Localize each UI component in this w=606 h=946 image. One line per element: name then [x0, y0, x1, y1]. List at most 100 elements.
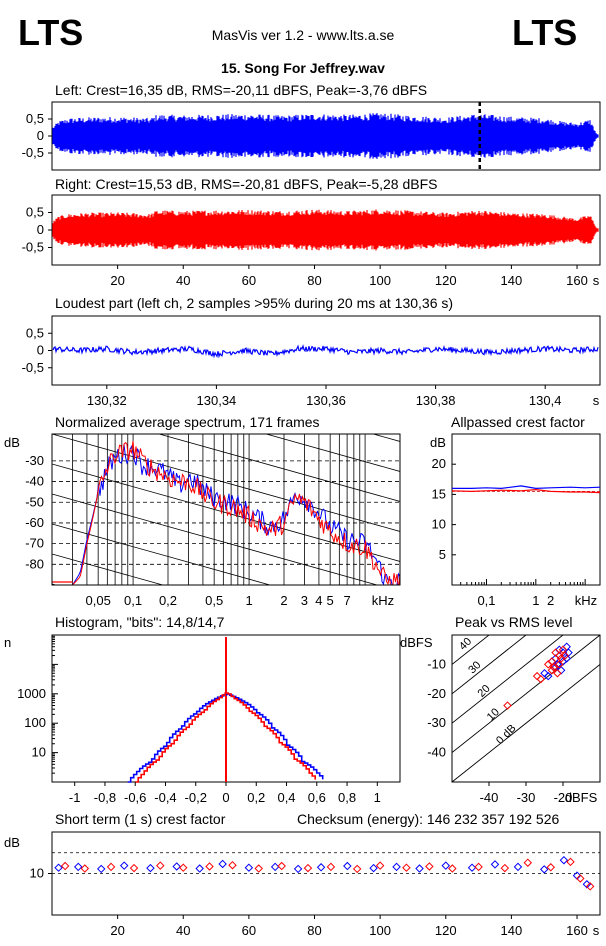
right-waveform-xtick-label: 100 — [369, 273, 391, 288]
spectrum-xunit: kHz — [372, 593, 394, 608]
loudest-part-title: Loudest part (left ch, 2 samples >95% du… — [55, 295, 453, 311]
right-waveform-ytick-label: 0 — [37, 222, 44, 237]
checksum-text: Checksum (energy): 146 232 357 192 526 — [297, 811, 559, 827]
histogram-ylabel: n — [4, 635, 11, 650]
short-term-crest-left-point — [218, 859, 227, 869]
short-term-crest-xtick-label: 40 — [176, 923, 190, 938]
left-waveform-chart: Left: Crest=16,35 dB, RMS=-20,11 dBFS, P… — [22, 82, 601, 171]
short-term-crest-xtick-label: 80 — [307, 923, 321, 938]
peak-vs-rms-right-point — [555, 651, 564, 660]
histogram-xtick-label: 0,2 — [247, 790, 265, 805]
spectrum-chart: Normalized average spectrum, 171 frames d… — [4, 414, 401, 608]
peak-vs-rms-crest-line — [452, 663, 600, 782]
spectrum-ylabel: dB — [4, 435, 20, 450]
short-term-crest-left-point — [415, 864, 424, 873]
histogram-xtick-label: 0,8 — [338, 790, 356, 805]
loudest-part-xtick-label: 130,36 — [306, 393, 346, 408]
spectrum-slope-line — [52, 493, 379, 585]
histogram-ytick-label: 1000 — [17, 686, 46, 701]
short-term-crest-left-point — [572, 871, 582, 880]
allpassed-crest-ylabel: dB — [430, 435, 446, 450]
short-term-crest-xtick-label: 60 — [242, 923, 256, 938]
allpassed-crest-xtick-label: 2 — [547, 593, 554, 608]
loudest-part-xtick-label: 130,38 — [416, 393, 456, 408]
histogram-xtick-label: 0,4 — [277, 790, 295, 805]
loudest-part-xunit: s — [593, 393, 600, 408]
short-term-crest-right-point — [523, 858, 533, 867]
spectrum-ytick-label: -80 — [25, 556, 44, 571]
spectrum-xtick-label: 0,1 — [124, 593, 142, 608]
short-term-crest-xtick-label: 140 — [501, 923, 523, 938]
logo-left: LTS — [18, 12, 83, 53]
short-term-crest-right-point — [576, 874, 585, 883]
left-waveform-ytick-label: 0 — [37, 128, 44, 143]
histogram-ytick-label: 100 — [24, 715, 46, 730]
peak-vs-rms-right-point — [503, 701, 512, 710]
peak-vs-rms-xtick-label: -20 — [554, 790, 573, 805]
short-term-crest-right-point — [448, 864, 457, 873]
short-term-crest-right-point — [254, 864, 263, 873]
peak-vs-rms-title: Peak vs RMS level — [455, 614, 572, 630]
loudest-part-ytick-label: -0,5 — [22, 360, 44, 375]
short-term-crest-left-point — [369, 863, 378, 873]
charts-container: Left: Crest=16,35 dB, RMS=-20,11 dBFS, P… — [4, 82, 601, 938]
short-term-crest-left-point — [172, 862, 181, 871]
short-term-crest-right-point — [566, 857, 575, 867]
short-term-crest-right-point — [546, 863, 556, 872]
histogram-ytick-label: 10 — [32, 745, 46, 760]
short-term-crest-title: Short term (1 s) crest factor — [55, 811, 226, 827]
histogram-left — [127, 693, 324, 783]
short-term-crest-right-point — [179, 863, 188, 872]
peak-vs-rms-ytick-label: -20 — [427, 686, 446, 701]
short-term-crest-right-point — [425, 862, 434, 871]
histogram-right — [135, 692, 316, 783]
right-waveform-xunit: s — [593, 273, 600, 288]
right-waveform-ytick-label: -0,5 — [22, 240, 44, 255]
right-waveform-signal — [52, 209, 599, 251]
left-waveform-ytick-label: 0,5 — [26, 111, 44, 126]
histogram-xtick-label: 0,6 — [308, 790, 326, 805]
allpassed-crest-xunit: kHz — [575, 593, 597, 608]
loudest-part-xtick-label: 130,32 — [87, 393, 127, 408]
histogram-title: Histogram, "bits": 14,8/14,7 — [55, 614, 225, 630]
app-title: MasVis ver 1.2 - www.lts.a.se — [212, 27, 395, 43]
spectrum-left-curve — [72, 444, 400, 585]
spectrum-xtick-label: 0,2 — [159, 593, 177, 608]
spectrum-right-curve — [72, 440, 400, 585]
peak-vs-rms-xtick-label: -30 — [517, 790, 536, 805]
short-term-crest-left-point — [392, 862, 401, 872]
short-term-crest-right-point — [500, 863, 510, 873]
spectrum-frame — [51, 433, 401, 586]
short-term-crest-right-point — [228, 860, 237, 870]
spectrum-xtick-label: 0,5 — [205, 593, 223, 608]
spectrum-slope-line — [52, 553, 165, 585]
short-term-crest-left-point — [559, 855, 569, 865]
right-waveform-title: Right: Crest=15,53 dB, RMS=-20,81 dBFS, … — [55, 176, 437, 192]
allpassed-crest-ytick-label: 15 — [432, 486, 446, 501]
peak-vs-rms-right-point — [532, 671, 542, 681]
peak-vs-rms-xunit: dBFS — [565, 790, 598, 805]
left-waveform-signal — [52, 113, 599, 159]
allpassed-crest-ytick-label: 10 — [432, 517, 446, 532]
loudest-part-chart: Loudest part (left ch, 2 samples >95% du… — [22, 295, 601, 408]
peak-vs-rms-crest-label: 40 — [457, 636, 474, 653]
peak-vs-rms-right-point — [560, 651, 570, 660]
short-term-crest-left-point — [195, 864, 204, 873]
allpassed-crest-frame — [451, 433, 601, 586]
peak-vs-rms-ytick-label: -30 — [427, 715, 446, 730]
peak-vs-rms-crest-label: 30 — [466, 659, 483, 676]
short-term-crest-left-point — [467, 863, 477, 872]
peak-vs-rms-ytick-label: -10 — [427, 656, 446, 671]
short-term-crest-left-point — [316, 863, 326, 872]
short-term-crest-left-point — [146, 863, 155, 873]
spectrum-xtick-label: 7 — [343, 593, 350, 608]
loudest-part-signal — [52, 344, 599, 359]
short-term-crest-right-point — [106, 862, 116, 872]
loudest-part-ytick-label: 0,5 — [26, 325, 44, 340]
file-name: 15. Song For Jeffrey.wav — [221, 60, 385, 76]
short-term-crest-left-point — [244, 863, 254, 872]
spectrum-xtick-label: 4 — [315, 593, 322, 608]
histogram-xtick-label: -0,6 — [124, 790, 146, 805]
short-term-crest-right-point — [156, 861, 165, 870]
